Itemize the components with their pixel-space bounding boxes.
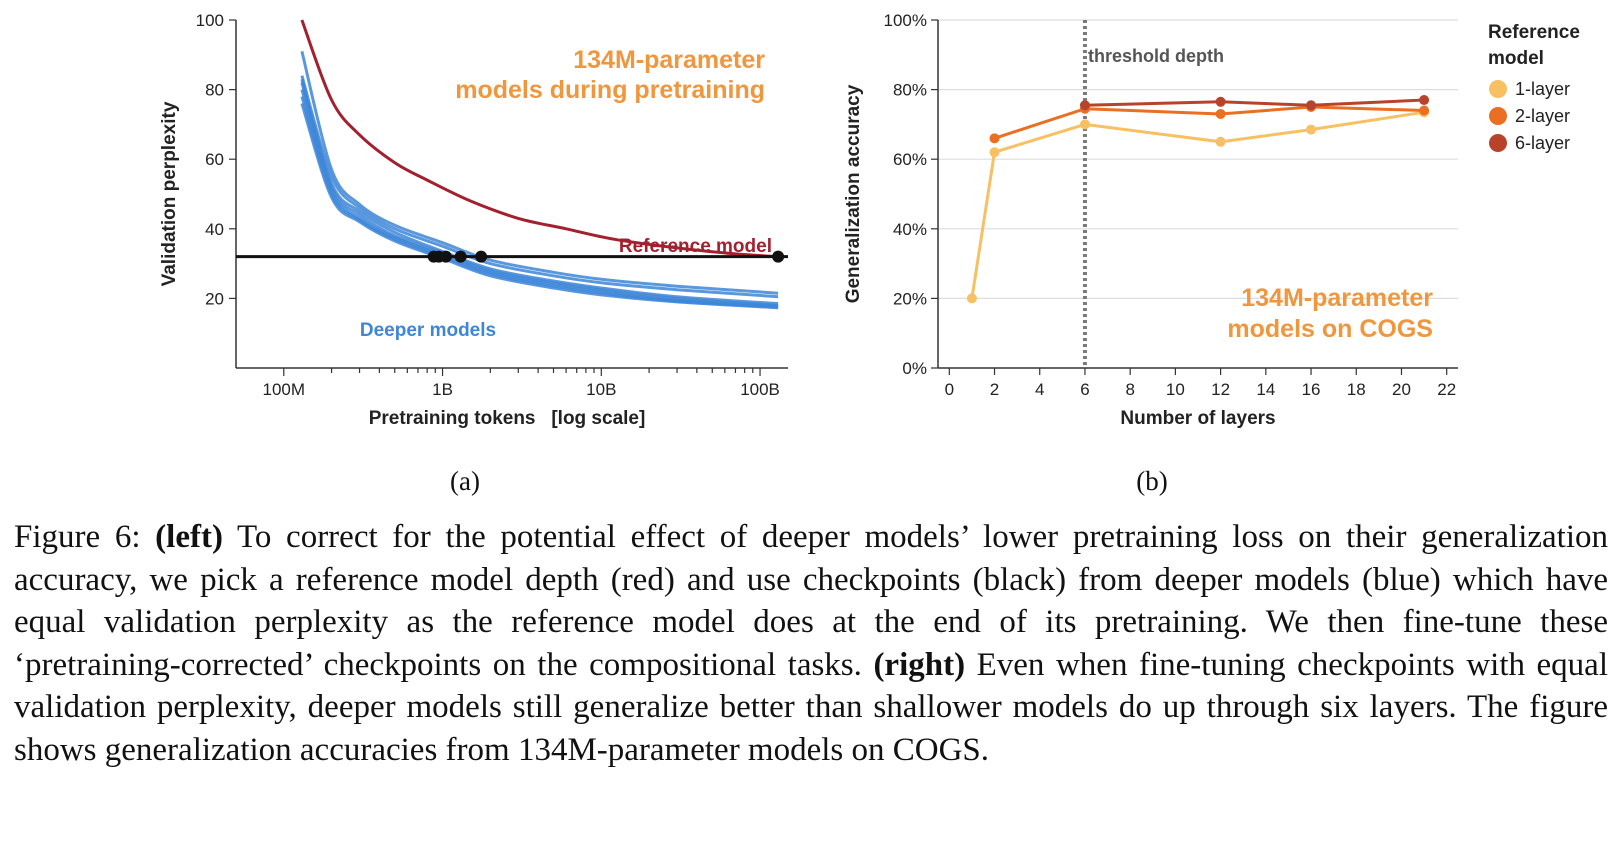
left-x-axis-label: Pretraining tokens [log scale] (369, 408, 646, 429)
deeper-model-line (300, 75, 779, 299)
right-x-tick-label: 8 (1125, 380, 1134, 399)
deeper-model-line (300, 78, 779, 306)
right-x-tick-label: 2 (990, 380, 999, 399)
right-y-tick-label: 40% (893, 220, 927, 239)
checkpoint-marker (772, 250, 785, 263)
figure-caption: Figure 6: (left) To correct for the pote… (14, 516, 1608, 771)
right-x-tick-label: 0 (945, 380, 954, 399)
right-x-axis: 0 2 4 6 8 10 12 14 16 18 20 22 (945, 368, 1456, 399)
right-x-tick-label: 12 (1211, 380, 1230, 399)
series-line-6-layer (1084, 98, 1425, 107)
checkpoint-marker (475, 250, 488, 263)
right-x-tick-label: 16 (1302, 380, 1321, 399)
deeper-model-line (300, 103, 779, 310)
right-y-tick-label: 0% (902, 359, 927, 378)
series-point-1-layer (1306, 124, 1317, 135)
series-point-6-layer (1215, 96, 1226, 107)
right-y-axis-label: Generalization accuracy (843, 84, 864, 303)
right-x-axis-label: Number of layers (1120, 408, 1275, 429)
legend-label-6-layer: 6-layer (1515, 133, 1570, 153)
deeper-model-line (300, 82, 779, 307)
right-x-tick-label: 20 (1392, 380, 1411, 399)
right-x-tick-label: 18 (1347, 380, 1366, 399)
series-point-1-layer (1079, 119, 1090, 130)
right-annotation-line1: 134M-parameter (1241, 284, 1433, 312)
series-line-1-layer (970, 110, 1425, 299)
series-point-2-layer (1215, 108, 1226, 119)
right-chart: 0% 20% 40% 60% 80% 100% 0 2 4 6 8 10 12 14 16 18 20 22 t… (843, 11, 1580, 496)
legend-title-line2: model (1488, 48, 1544, 69)
left-x-tick-label: 1B (432, 380, 453, 399)
series-point-1-layer (1215, 136, 1226, 147)
right-x-tick-label: 6 (1080, 380, 1089, 399)
caption-right-text: Even when fine-tuning checkpoints with e… (14, 646, 1608, 768)
right-gridlines (938, 19, 1458, 299)
checkpoint-marker (454, 250, 467, 263)
legend-swatch-2-layer (1489, 107, 1507, 125)
right-sublabel: (b) (1136, 466, 1167, 496)
left-x-axis: 100M 1B 10B 100B (263, 368, 780, 399)
series-point-1-layer (966, 293, 977, 304)
right-x-tick-label: 4 (1035, 380, 1044, 399)
legend: Reference model 1-layer 2-layer 6-layer (1488, 22, 1580, 153)
series-point-2-layer (1419, 105, 1430, 116)
right-annotation-line2: models on COGS (1227, 315, 1433, 343)
right-x-tick-label: 22 (1437, 380, 1456, 399)
left-y-tick-label: 80 (205, 81, 224, 100)
left-sublabel: (a) (450, 466, 480, 496)
accuracy-series (966, 95, 1430, 304)
left-x-tick-label: 10B (586, 380, 616, 399)
left-y-axis-label: Validation perplexity (159, 101, 180, 286)
series-point-6-layer (1306, 100, 1317, 111)
deeper-models-label: Deeper models (360, 320, 496, 341)
left-annotation-line2: models during pretraining (455, 76, 765, 104)
reference-model-label: Reference model (619, 236, 772, 257)
left-y-axis: 20 40 60 80 100 (196, 11, 236, 308)
series-point-6-layer (1079, 100, 1090, 111)
reference-model-line (300, 19, 779, 259)
legend-label-1-layer: 1-layer (1515, 79, 1570, 99)
deeper-model-line (300, 96, 779, 309)
caption-prefix: Figure 6: (14, 519, 156, 555)
reference-model-curve (300, 19, 779, 259)
left-y-tick-label: 40 (205, 220, 224, 239)
checkpoint-marker (439, 250, 452, 263)
legend-label-2-layer: 2-layer (1515, 106, 1570, 126)
series-point-6-layer (1419, 95, 1430, 106)
left-x-tick-label: 100B (740, 380, 780, 399)
deeper-model-line (300, 50, 779, 295)
right-y-tick-label: 60% (893, 150, 927, 169)
caption-left-label: (left) (155, 519, 223, 555)
series-point-2-layer (989, 133, 1000, 144)
legend-swatch-1-layer (1489, 80, 1507, 98)
left-y-tick-label: 60 (205, 150, 224, 169)
series-point-1-layer (989, 147, 1000, 158)
left-x-tick-label: 100M (263, 380, 306, 399)
legend-swatch-6-layer (1489, 134, 1507, 152)
threshold-depth-label: threshold depth (1088, 46, 1224, 66)
right-y-axis: 0% 20% 40% 60% 80% 100% (884, 11, 938, 378)
right-y-tick-label: 80% (893, 81, 927, 100)
left-y-tick-label: 100 (196, 11, 224, 30)
left-chart: 100M 1B 10B 100B 20 40 60 80 100 Pretraining to… (159, 11, 788, 496)
legend-title-line1: Reference (1488, 22, 1580, 43)
right-x-tick-label: 14 (1256, 380, 1275, 399)
left-annotation-line1: 134M-parameter (573, 46, 765, 74)
caption-left-text: To correct for the potential effect of d… (14, 519, 1608, 683)
right-x-tick-label: 10 (1166, 380, 1185, 399)
right-y-tick-label: 20% (893, 289, 927, 308)
left-y-tick-label: 20 (205, 289, 224, 308)
caption-right-label: (right) (873, 646, 966, 683)
right-y-tick-label: 100% (884, 11, 927, 30)
checkpoint-markers (427, 250, 785, 263)
